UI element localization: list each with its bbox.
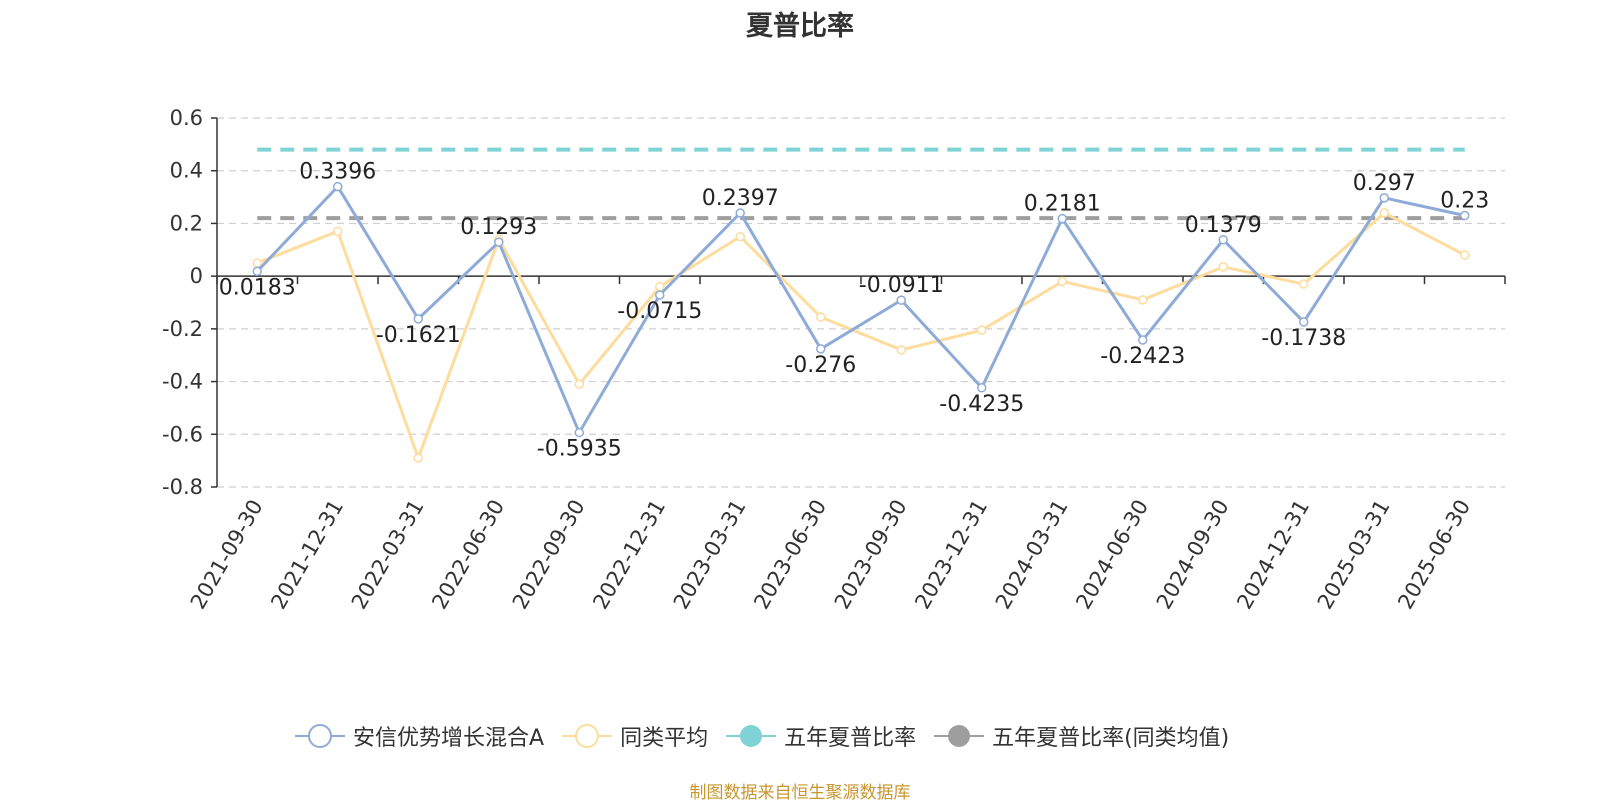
x-tick-label: 2021-09-30: [186, 496, 268, 614]
fund-point: [816, 344, 826, 354]
x-tick-label: 2023-06-30: [749, 496, 831, 614]
x-tick-label: 2023-12-31: [910, 496, 992, 614]
fund-point: [1379, 193, 1389, 203]
fund-point: [735, 208, 745, 218]
x-tick-label: 2024-03-31: [991, 496, 1073, 614]
data-label: 0.3396: [299, 160, 376, 185]
peer-average-point: [977, 325, 987, 335]
y-tick-label: -0.8: [162, 475, 203, 499]
data-label: -0.1621: [376, 323, 461, 348]
peer-average-point: [413, 453, 423, 463]
y-tick-label: 0.2: [170, 211, 203, 235]
fund-point: [655, 290, 665, 300]
legend-symbol-peer-average: [562, 724, 613, 748]
y-tick-label: -0.2: [162, 317, 203, 341]
y-tick-label: 0.4: [170, 159, 203, 183]
fund-point: [1460, 210, 1470, 221]
data-label: 0.297: [1353, 171, 1416, 196]
fund-point: [977, 383, 987, 393]
fund-point: [1299, 317, 1309, 327]
legend-label-fund: 安信优势增长混合A: [353, 726, 545, 751]
fund-point: [252, 266, 262, 277]
legend-symbol-fund: [295, 724, 345, 748]
data-label: -0.0715: [617, 299, 702, 324]
x-tick-label: 2022-09-30: [508, 496, 590, 614]
x-tick-label: 2024-12-31: [1232, 496, 1314, 614]
chart-title: 夏普比率: [746, 11, 854, 42]
peer-average-point: [1379, 208, 1389, 218]
legend-symbol-five-year-sharpe: [726, 725, 777, 747]
legend-item-peer-average[interactable]: 同类平均: [562, 720, 708, 752]
legend-item-five-year-sharpe[interactable]: 五年夏普比率: [726, 720, 916, 752]
fund-point: [574, 427, 584, 438]
legend-label-five-year-sharpe: 五年夏普比率: [784, 726, 917, 751]
y-tick-label: -0.4: [162, 370, 203, 394]
fund-point: [1138, 335, 1148, 345]
y-tick-label: -0.6: [162, 422, 203, 446]
data-label: 0.0183: [219, 275, 296, 300]
peer-average-point: [655, 281, 665, 292]
fund-point: [333, 181, 343, 192]
x-tick-label: 2024-09-30: [1152, 496, 1234, 614]
legend-item-fund[interactable]: 安信优势增长混合A: [295, 720, 544, 752]
peer-average-point: [896, 345, 906, 355]
x-tick-label: 2023-03-31: [669, 496, 751, 614]
data-label: 0.23: [1440, 189, 1489, 214]
x-tick-label: 2022-03-31: [347, 496, 429, 614]
fund-point: [1218, 235, 1228, 245]
fund-point: [1057, 213, 1067, 224]
data-label: 0.2181: [1024, 192, 1101, 217]
legend-symbol-five-year-sharpe-peer: [934, 725, 985, 747]
data-label: -0.276: [785, 353, 856, 378]
fund-point: [494, 237, 504, 247]
data-label: 0.1293: [460, 215, 537, 240]
data-label: 0.1379: [1185, 213, 1262, 238]
x-tick-label: 2021-12-31: [266, 496, 348, 614]
peer-average-point: [816, 312, 826, 322]
legend-label-five-year-sharpe-peer: 五年夏普比率(同类均值): [992, 726, 1230, 751]
x-tick-label: 2022-12-31: [588, 496, 670, 614]
source-note: 制图数据来自恒生聚源数据库: [689, 783, 911, 803]
peer-average-line: [256, 211, 1466, 463]
data-label: -0.5935: [537, 437, 622, 462]
x-tick-label: 2022-06-30: [427, 496, 509, 614]
data-label: -0.2423: [1100, 344, 1185, 369]
peer-average-point: [1299, 279, 1309, 289]
x-tick-label: 2025-06-30: [1393, 496, 1475, 614]
peer-average-point: [1138, 295, 1148, 305]
x-tick-label: 2025-03-31: [1313, 496, 1395, 614]
peer-average-point: [574, 379, 584, 389]
peer-average-point: [1460, 250, 1470, 260]
y-tick-label: 0.6: [170, 106, 203, 130]
peer-average-point: [333, 226, 343, 237]
data-label: -0.4235: [939, 392, 1024, 417]
fund-point: [413, 314, 423, 324]
legend-item-five-year-sharpe-peer[interactable]: 五年夏普比率(同类均值): [934, 720, 1229, 752]
fund-line: [256, 184, 1466, 436]
x-tick-label: 2023-09-30: [830, 496, 912, 614]
data-label: -0.0911: [859, 273, 944, 298]
fund-point: [896, 295, 906, 305]
y-tick-label: 0: [190, 264, 203, 288]
data-label: 0.2397: [702, 186, 779, 211]
legend-label-peer-average: 同类平均: [620, 726, 709, 751]
peer-average-point: [1218, 262, 1228, 272]
peer-average-point: [252, 258, 262, 268]
peer-average-point: [1057, 276, 1067, 287]
peer-average-point: [735, 231, 745, 242]
legend: 安信优势增长混合A 同类平均 五年夏普比率 五年夏普比率(同类均值): [295, 720, 1247, 752]
data-label: -0.1738: [1261, 326, 1346, 351]
x-tick-label: 2024-06-30: [1071, 496, 1153, 614]
